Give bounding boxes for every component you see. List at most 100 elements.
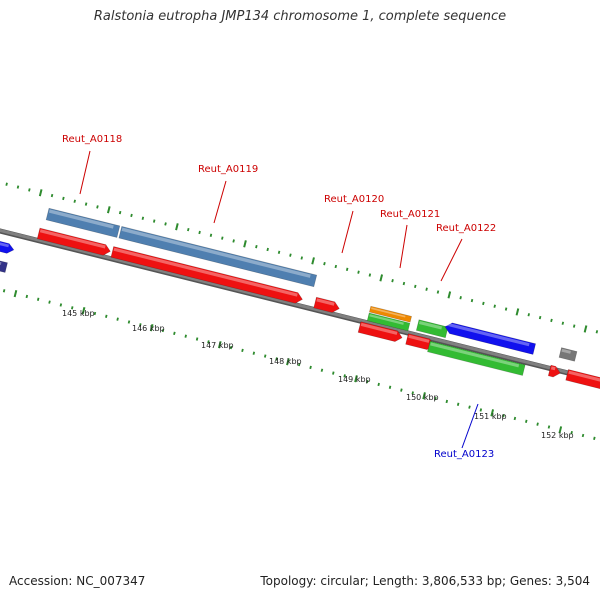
bottom-tick xyxy=(456,402,460,406)
gene-label: Reut_A0120 xyxy=(324,194,384,205)
bottom-tick xyxy=(184,334,187,338)
gene-feature xyxy=(558,347,578,362)
gene-label: Reut_A0121 xyxy=(380,209,440,220)
top-tick xyxy=(459,296,462,300)
top-tick xyxy=(5,182,8,186)
map-title: Ralstonia eutropha JMP134 chromosome 1, … xyxy=(93,9,507,24)
bottom-tick xyxy=(434,396,437,401)
top-tick xyxy=(141,216,145,220)
gene-feature-body xyxy=(427,340,526,376)
gene-feature-highlight xyxy=(360,322,398,335)
top-tick xyxy=(504,307,508,311)
top-tick xyxy=(198,230,201,235)
top-tick xyxy=(300,256,303,260)
top-tick xyxy=(289,253,292,257)
label-leader-line xyxy=(440,238,463,282)
kbp-label: 148 kbp xyxy=(269,357,302,366)
top-tick xyxy=(221,236,224,240)
bottom-tick xyxy=(161,328,165,333)
bottom-tick xyxy=(13,289,18,298)
bottom-tick xyxy=(48,300,51,304)
gene-feature xyxy=(444,322,537,355)
top-tick xyxy=(550,318,553,323)
bottom-tick xyxy=(195,337,199,341)
gene-feature-highlight xyxy=(561,348,571,354)
top-tick xyxy=(73,199,76,203)
gene-feature-body xyxy=(36,227,111,256)
kbp-label: 151 kbp xyxy=(474,412,507,421)
bottom-tick xyxy=(525,419,528,423)
bottom-tick xyxy=(217,341,222,349)
bottom-tick xyxy=(252,351,256,355)
top-tick xyxy=(391,279,394,283)
tick-track-top xyxy=(5,182,599,334)
bottom-tick xyxy=(105,314,108,318)
top-tick xyxy=(277,250,281,254)
top-tick xyxy=(130,213,133,218)
accession-text: Accession: NC_007347 xyxy=(9,574,146,588)
top-tick xyxy=(209,233,213,237)
gene-feature-highlight xyxy=(550,366,556,371)
kbp-label: 146 kbp xyxy=(132,324,165,333)
gene-feature-body xyxy=(366,312,411,332)
top-tick xyxy=(425,287,428,291)
top-tick xyxy=(482,301,485,306)
top-tick xyxy=(106,206,111,214)
bottom-tick xyxy=(70,306,74,310)
top-tick xyxy=(334,264,338,269)
top-tick xyxy=(447,291,452,299)
top-tick xyxy=(50,193,54,198)
top-tick xyxy=(175,223,179,231)
top-tick xyxy=(311,257,315,265)
gene-feature-highlight xyxy=(418,320,443,330)
top-tick xyxy=(323,261,326,266)
top-tick xyxy=(527,313,531,317)
gene-feature xyxy=(0,251,8,273)
top-tick xyxy=(436,290,440,294)
feature-track xyxy=(0,207,600,394)
kbp-label: 147 kbp xyxy=(201,341,234,350)
bottom-tick xyxy=(388,385,392,389)
gene-label: Reut_A0119 xyxy=(198,164,258,175)
bottom-tick xyxy=(400,388,403,392)
top-tick xyxy=(379,274,384,282)
top-tick xyxy=(470,298,474,303)
gene-feature-highlight xyxy=(408,334,430,343)
bottom-tick xyxy=(547,425,551,429)
bottom-tick xyxy=(25,294,29,299)
chromosome-backbone xyxy=(0,228,600,384)
gene-feature-body xyxy=(118,226,318,288)
bottom-tick xyxy=(354,375,358,383)
gene-feature-highlight xyxy=(371,307,406,318)
bottom-tick xyxy=(332,371,335,375)
label-leader-line xyxy=(341,210,354,254)
bottom-tick xyxy=(298,362,301,367)
gene-feature xyxy=(405,333,435,350)
label-layer: 145 kbp 146 kbp 147 kbp 148 kbp 149 kbp 150 k… xyxy=(62,134,574,460)
gene-feature xyxy=(369,305,412,323)
gene-label: Reut_A0123 xyxy=(434,449,494,460)
bottom-tick xyxy=(479,408,483,412)
top-tick xyxy=(187,227,190,232)
gene-feature xyxy=(45,207,121,238)
bottom-tick xyxy=(139,323,142,327)
top-tick xyxy=(538,315,542,320)
bottom-tick xyxy=(490,409,495,417)
top-tick xyxy=(572,324,576,328)
bottom-tick xyxy=(275,357,278,361)
bottom-tick xyxy=(59,303,63,307)
label-leader-line xyxy=(213,180,227,224)
label-leader-line xyxy=(399,224,408,269)
gene-feature xyxy=(118,226,318,288)
gene-feature xyxy=(547,364,561,378)
tick-track-bottom xyxy=(2,289,596,441)
top-tick xyxy=(266,247,269,252)
bottom-tick xyxy=(149,324,154,332)
bottom-tick xyxy=(36,297,40,301)
bottom-tick xyxy=(593,436,596,441)
gene-feature-body xyxy=(565,369,600,394)
bottom-tick xyxy=(570,430,573,435)
top-tick xyxy=(595,330,599,334)
bottom-tick xyxy=(343,374,346,378)
